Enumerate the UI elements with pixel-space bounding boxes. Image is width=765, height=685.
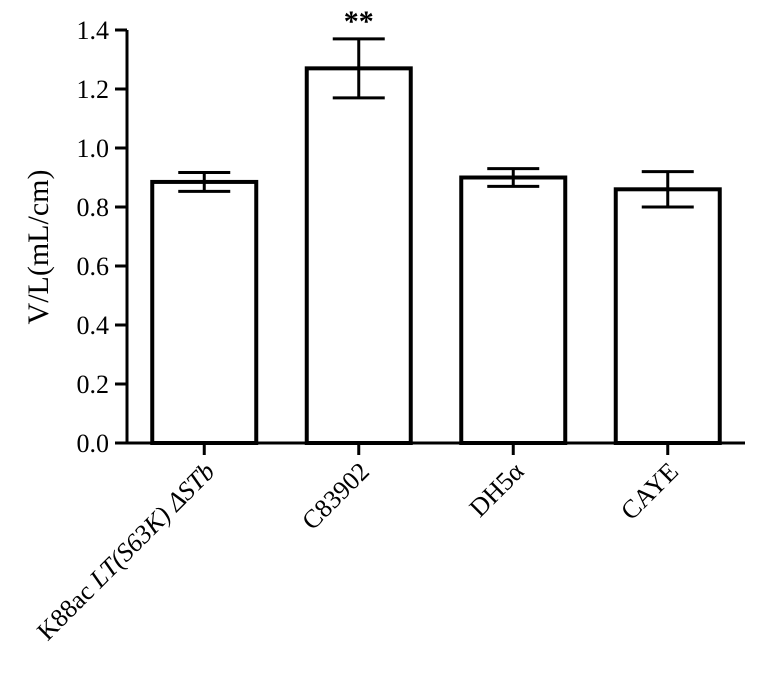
x-tick-label-plain: CAYE bbox=[615, 457, 684, 526]
x-axis: K88ac LT(S63K) ΔSTb C83902 DH5α CAYE bbox=[31, 441, 745, 646]
bar bbox=[150, 179, 259, 446]
y-axis-title: V/L(mL/cm) bbox=[22, 170, 55, 325]
x-tick-label-plain: C83902 bbox=[296, 457, 375, 536]
bar bbox=[304, 66, 413, 445]
x-tick-label-plain: DH5α bbox=[464, 456, 530, 522]
x-tick-label: DH5α bbox=[464, 456, 530, 522]
y-tick-label: 1.0 bbox=[77, 134, 110, 163]
y-tick-label: 1.2 bbox=[77, 75, 110, 104]
x-tick-label: CAYE bbox=[615, 457, 684, 526]
y-tick-label: 1.4 bbox=[77, 16, 110, 45]
bars: ** bbox=[150, 5, 722, 446]
y-tick-label: 0.0 bbox=[77, 429, 110, 458]
x-tick-label: K88ac LT(S63K) ΔSTb bbox=[31, 457, 220, 646]
bar bbox=[613, 187, 722, 445]
y-tick-label: 0.6 bbox=[77, 252, 110, 281]
x-tick-label-plain: K88ac bbox=[31, 573, 104, 646]
y-axis: 0.0 0.2 0.4 0.6 0.8 1.0 1.2 1.4 bbox=[77, 16, 129, 458]
y-tick-label: 0.4 bbox=[77, 311, 110, 340]
significance-label: ** bbox=[344, 5, 374, 38]
y-tick-label: 0.2 bbox=[77, 370, 110, 399]
y-tick-label: 0.8 bbox=[77, 193, 110, 222]
x-tick-label-italic: LT(S63K) ΔSTb bbox=[83, 457, 220, 594]
x-tick-label: C83902 bbox=[296, 457, 375, 536]
bar bbox=[459, 175, 568, 445]
